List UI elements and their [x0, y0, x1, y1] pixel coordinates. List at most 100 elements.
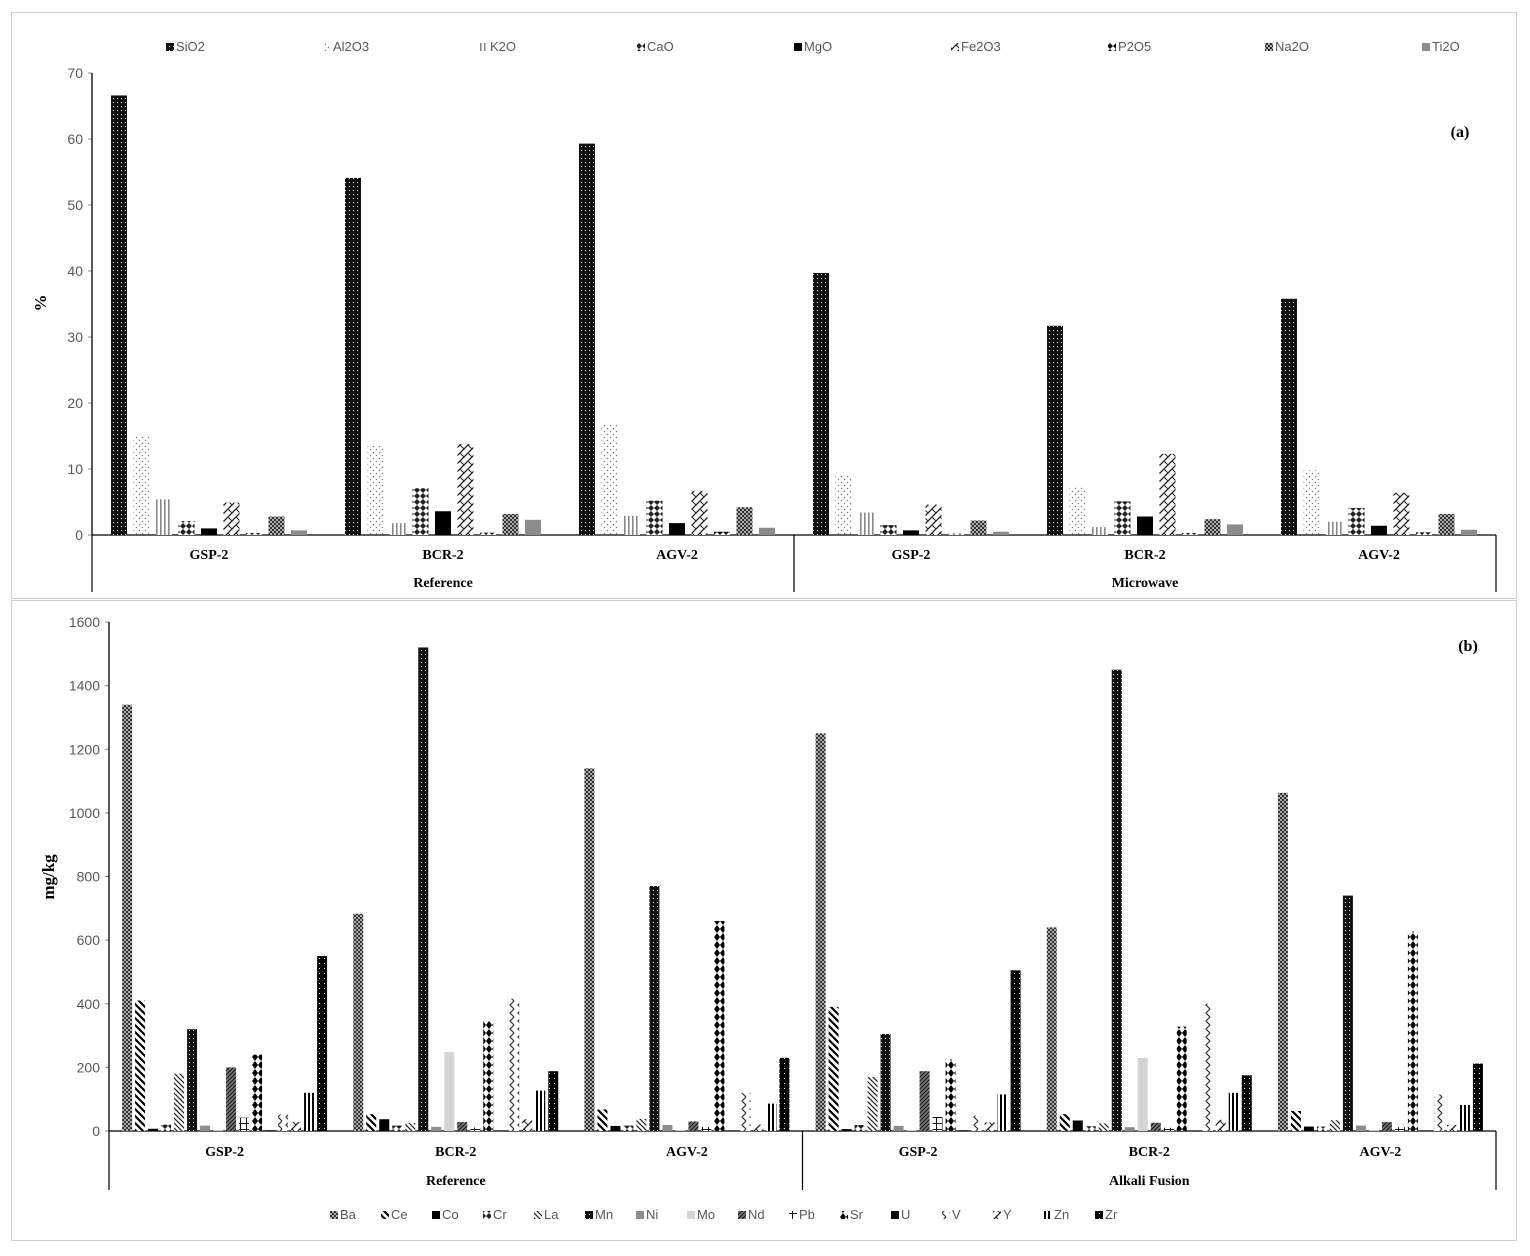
legend-swatch-u	[891, 1211, 899, 1219]
bar-zn-gsp-2	[997, 1094, 1008, 1131]
bar-p2o5-gsp-2	[948, 533, 964, 535]
x-category-label: BCR-2	[435, 1145, 476, 1160]
bar-mn-bcr-2	[418, 647, 429, 1131]
bar-sr-bcr-2	[483, 1020, 494, 1131]
x-category-label: GSP-2	[205, 1145, 244, 1160]
legend-swatch-v	[942, 1211, 950, 1219]
bar-sio2-gsp-2	[813, 272, 829, 535]
legend-swatch-ba	[330, 1211, 338, 1219]
x-group-label: Alkali Fusion	[1109, 1174, 1190, 1189]
y-tick-label: 10	[67, 461, 83, 477]
y-tick-label: 40	[67, 263, 83, 279]
bar-ti2o-agv-2	[759, 527, 775, 535]
legend-swatch-ti2o	[1422, 43, 1430, 51]
x-category-label: AGV-2	[1358, 548, 1400, 563]
x-category-label: AGV-2	[666, 1145, 708, 1160]
legend-swatch-zn	[1044, 1211, 1052, 1219]
bar-zn-agv-2	[1459, 1104, 1470, 1131]
bar-k2o-bcr-2	[1092, 527, 1108, 535]
legend-label-co: Co	[442, 1207, 459, 1222]
bar-y-agv-2	[753, 1124, 764, 1131]
chart-panel-a: 0 10 20 30 40 50 60 70% (a) GSP-2 BCR-2 AGV-2 GSP-2 B…	[11, 12, 1517, 599]
legend-swatch-p2o5	[1108, 43, 1116, 51]
bar-mo-agv-2	[1368, 1130, 1379, 1131]
bar-v-gsp-2	[971, 1115, 982, 1131]
x-category-label: AGV-2	[1360, 1145, 1402, 1160]
bar-k2o-gsp-2	[156, 499, 172, 535]
bar-ti2o-gsp-2	[993, 531, 1009, 535]
legend-swatch-mn	[585, 1211, 593, 1219]
bar-fe2o3-bcr-2	[1159, 453, 1176, 535]
y-tick-label: 20	[67, 395, 83, 411]
bar-y-agv-2	[1446, 1124, 1457, 1131]
chart-panel-b: 0 200 400 600 800 1000 1200 1400 1600 mg/kg (b) GSP…	[11, 600, 1517, 1241]
bar-ti2o-bcr-2	[1227, 524, 1243, 535]
bar-zn-bcr-2	[535, 1090, 546, 1131]
bar-pb-gsp-2	[932, 1117, 943, 1131]
bar-zn-agv-2	[766, 1103, 777, 1131]
panel-label: (b)	[1458, 638, 1478, 655]
bar-k2o-gsp-2	[858, 512, 874, 535]
bar-na2o-gsp-2	[268, 516, 285, 535]
legend-label-cr: Cr	[493, 1207, 507, 1222]
legend-label-zr: Zr	[1105, 1207, 1118, 1222]
bar-mn-gsp-2	[880, 1033, 891, 1131]
bar-cao-bcr-2	[1114, 501, 1131, 535]
bar-v-bcr-2	[1202, 1003, 1213, 1131]
bar-ni-agv-2	[1355, 1125, 1366, 1131]
bar-cao-gsp-2	[178, 521, 195, 535]
bar-ni-agv-2	[662, 1124, 673, 1131]
legend-swatch-na2o	[1265, 43, 1273, 51]
bar-cao-agv-2	[646, 500, 663, 535]
bar-co-gsp-2	[148, 1128, 159, 1131]
bar-cao-gsp-2	[880, 525, 897, 535]
bar-ba-bcr-2	[1046, 927, 1057, 1131]
bar-cao-agv-2	[1348, 507, 1365, 535]
chart-b-svg: 0 200 400 600 800 1000 1200 1400 1600 mg/kg (b) GSP…	[39, 614, 1497, 1222]
bar-pb-bcr-2	[470, 1127, 481, 1131]
bar-al2o3-bcr-2	[367, 445, 384, 535]
legend-swatch-y	[993, 1211, 1001, 1219]
bar-sr-agv-2	[1407, 931, 1418, 1131]
bar-na2o-agv-2	[1438, 513, 1455, 535]
y-tick-label: 60	[67, 131, 83, 147]
x-category-label: BCR-2	[1129, 1145, 1170, 1160]
bar-al2o3-agv-2	[601, 423, 618, 535]
legend-label-mn: Mn	[595, 1207, 613, 1222]
bar-ti2o-agv-2	[1461, 529, 1477, 535]
bar-nd-gsp-2	[919, 1071, 930, 1131]
legend-label-v: V	[952, 1207, 961, 1222]
bar-cr-agv-2	[1316, 1126, 1327, 1131]
bar-al2o3-agv-2	[1303, 470, 1320, 535]
legend-swatch-pb	[789, 1211, 797, 1219]
bar-mo-bcr-2	[444, 1052, 455, 1131]
bar-la-bcr-2	[405, 1123, 416, 1131]
bar-co-agv-2	[1303, 1126, 1314, 1131]
bar-co-bcr-2	[1072, 1120, 1083, 1131]
bar-sio2-gsp-2	[111, 95, 127, 535]
bar-nd-agv-2	[688, 1121, 699, 1131]
bar-ti2o-gsp-2	[291, 530, 307, 535]
y-tick-label: 200	[77, 1059, 101, 1075]
bar-na2o-agv-2	[736, 507, 753, 535]
bar-nd-agv-2	[1381, 1122, 1392, 1131]
legend-label-cao: CaO	[647, 39, 674, 54]
bar-mgo-gsp-2	[201, 528, 217, 535]
bar-mn-bcr-2	[1111, 669, 1122, 1131]
bar-u-gsp-2	[265, 1130, 276, 1131]
bar-cr-bcr-2	[392, 1125, 403, 1131]
x-group-label: Reference	[413, 576, 473, 591]
y-tick-label: 1000	[69, 805, 100, 821]
bar-mgo-gsp-2	[903, 530, 919, 535]
bar-p2o5-agv-2	[1416, 532, 1432, 535]
bar-al2o3-gsp-2	[835, 475, 852, 535]
bar-pb-agv-2	[1394, 1127, 1405, 1131]
bar-ni-gsp-2	[200, 1125, 211, 1131]
bar-fe2o3-agv-2	[1393, 492, 1410, 535]
x-group-label: Microwave	[1112, 576, 1179, 591]
legend-label-zn: Zn	[1054, 1207, 1069, 1222]
bar-k2o-agv-2	[1326, 521, 1342, 535]
bar-al2o3-bcr-2	[1069, 487, 1086, 535]
bar-sr-agv-2	[714, 921, 725, 1131]
bar-fe2o3-gsp-2	[223, 502, 240, 535]
